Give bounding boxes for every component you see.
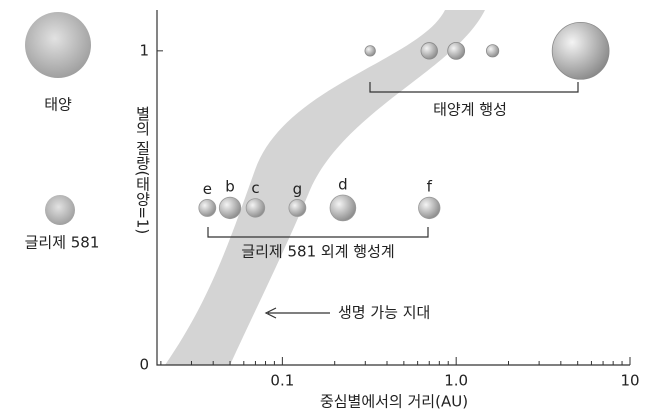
y-axis-label: 별의 질량(태양=1) <box>134 106 152 235</box>
planet <box>245 198 266 218</box>
planet <box>329 194 357 222</box>
planet <box>551 21 610 80</box>
x-tick-label: 1.0 <box>444 372 468 390</box>
series-label: 글리제 581 외계 행성계 <box>241 243 394 261</box>
x-axis-label: 중심별에서의 거리(AU) <box>320 393 468 411</box>
y-tick-label: 0 <box>139 356 149 374</box>
planet-label: e <box>203 180 212 198</box>
planet-label: g <box>293 180 303 198</box>
gliese-bracket <box>207 227 429 238</box>
x-tick-label: 0.1 <box>270 372 294 390</box>
star-icon <box>45 195 75 225</box>
planet <box>418 196 441 220</box>
planet-label: c <box>251 179 259 197</box>
solar-bracket <box>369 82 579 93</box>
series-label: 태양계 행성 <box>433 101 507 119</box>
sun-label: 태양 <box>44 96 72 114</box>
habitable-zone <box>165 10 485 365</box>
planet <box>420 42 438 60</box>
planet <box>218 196 242 220</box>
planet <box>486 44 500 58</box>
y-tick-label: 1 <box>139 41 149 59</box>
star-label: 글리제 581 <box>25 234 100 252</box>
planet <box>198 199 217 217</box>
zone-arrow <box>264 307 330 319</box>
planet-label: d <box>338 176 348 194</box>
planet <box>364 45 376 57</box>
planet <box>288 199 307 217</box>
zone-label: 생명 가능 지대 <box>338 304 430 322</box>
planet <box>447 41 466 60</box>
planet-label: f <box>427 178 433 196</box>
x-tick-label: 10 <box>620 372 639 390</box>
planet-label: b <box>225 178 235 196</box>
sun-icon <box>25 12 91 78</box>
